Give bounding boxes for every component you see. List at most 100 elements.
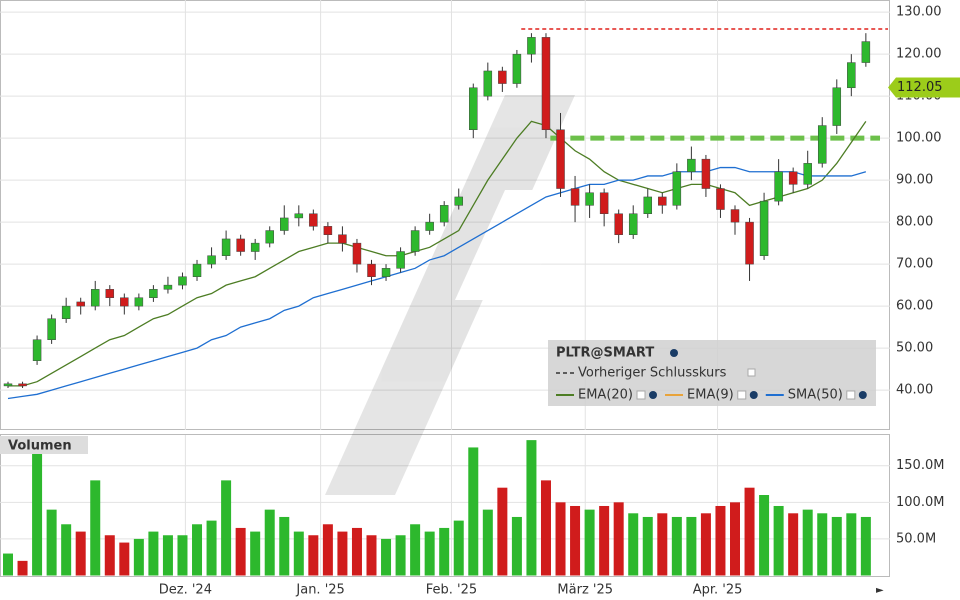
legend-entry: EMA(20) — [578, 388, 633, 403]
indicator-line — [7, 166, 867, 400]
legend-icon[interactable] — [749, 391, 758, 399]
x-tick-label: Feb. '25 — [426, 583, 477, 598]
candle-body — [788, 171, 798, 185]
volume-bar — [148, 531, 159, 576]
candle-body — [18, 383, 27, 387]
candle-body — [687, 158, 696, 172]
legend-checkbox[interactable] — [747, 368, 756, 377]
candle-body — [309, 213, 318, 227]
last-price-tag — [888, 77, 960, 98]
candle-body — [396, 251, 405, 269]
volume-bar — [177, 535, 188, 576]
legend-icon[interactable] — [858, 391, 867, 399]
candle-body — [221, 238, 231, 256]
volume-tick-label: 150.0M — [896, 458, 944, 473]
candle-body — [672, 171, 682, 206]
candle-body — [61, 305, 71, 319]
volume-bar — [3, 553, 13, 576]
volume-bar — [730, 502, 740, 576]
volume-bar — [671, 516, 682, 576]
y-tick-label: 40.00 — [896, 383, 933, 398]
y-tick-label: 90.00 — [896, 173, 933, 188]
volume-bar — [657, 513, 668, 576]
candle-body — [847, 62, 856, 89]
candle-body — [512, 53, 522, 84]
candle-body — [454, 196, 463, 206]
candle-body — [236, 238, 245, 252]
volume-bar — [308, 535, 319, 576]
legend-entry: Vorheriger Schlusskurs — [578, 366, 727, 381]
candle-body — [178, 276, 187, 286]
y-tick-label: 60.00 — [896, 299, 933, 314]
volume-bar — [395, 535, 406, 576]
candle-body — [599, 192, 609, 214]
volume-bar — [468, 447, 479, 576]
volume-bar — [322, 524, 333, 576]
candle-body — [628, 213, 638, 235]
candle-body — [643, 196, 653, 214]
volume-bar — [17, 560, 28, 576]
legend-icon[interactable] — [670, 349, 678, 357]
scroll-arrow[interactable]: ► — [876, 585, 884, 596]
candle-body — [294, 213, 304, 219]
volume-bar — [337, 531, 348, 576]
volume-bar — [133, 538, 144, 576]
volume-bar — [235, 527, 246, 576]
candle-body — [120, 297, 129, 307]
volume-bar — [61, 524, 72, 576]
legend-symbol: PLTR@SMART — [556, 346, 654, 361]
volume-bar — [351, 527, 362, 576]
volume-bar — [817, 513, 828, 576]
x-tick-label: März '25 — [557, 583, 613, 598]
candle-body — [570, 188, 580, 206]
candle-body — [483, 70, 493, 97]
volume-bar — [759, 495, 770, 576]
volume-bar — [599, 505, 610, 576]
candle-body — [323, 226, 333, 235]
legend-checkbox[interactable] — [737, 390, 747, 400]
volume-tick-label: 100.0M — [896, 495, 944, 510]
candle-body — [352, 242, 362, 265]
volume-bar — [526, 440, 537, 576]
legend-checkbox[interactable] — [636, 390, 646, 400]
volume-bar — [32, 440, 43, 576]
volume-bar — [453, 520, 464, 576]
candle-body — [861, 41, 871, 63]
volume-bar — [75, 531, 86, 576]
volume-bar — [628, 513, 639, 576]
y-tick-label: 70.00 — [896, 257, 933, 272]
volume-bar — [744, 487, 755, 576]
candle-body — [134, 297, 144, 307]
last-price-label: 112.05 — [897, 80, 943, 95]
volume-bar — [584, 509, 595, 576]
y-tick-label: 130.00 — [896, 5, 942, 20]
x-tick-label: Apr. '25 — [693, 583, 743, 598]
legend-box — [548, 340, 876, 406]
volume-title: Volumen — [8, 439, 72, 454]
candle-body — [803, 163, 812, 185]
legend-checkbox[interactable] — [846, 390, 856, 400]
candle-body — [498, 70, 507, 84]
legend-icon[interactable] — [649, 391, 658, 399]
candle-body — [207, 255, 216, 265]
candle-body — [556, 129, 565, 189]
candle-body — [250, 242, 260, 252]
candle-body — [716, 188, 725, 210]
volume-bar — [293, 531, 304, 576]
y-tick-label: 80.00 — [896, 215, 933, 230]
volume-bar — [715, 505, 726, 576]
candle-body — [90, 289, 100, 307]
candle-body — [730, 209, 740, 223]
volume-bar — [206, 520, 217, 576]
candle-body — [817, 125, 827, 164]
volume-bar — [686, 516, 697, 576]
candle-body — [759, 200, 769, 256]
volume-bar — [700, 513, 711, 576]
candle-body — [32, 339, 42, 361]
candle-body — [745, 221, 754, 265]
candle-body — [527, 37, 536, 55]
y-tick-label: 100.00 — [896, 131, 942, 146]
candle-body — [774, 171, 783, 202]
volume-bar — [482, 509, 493, 576]
volume-bar — [802, 509, 813, 576]
